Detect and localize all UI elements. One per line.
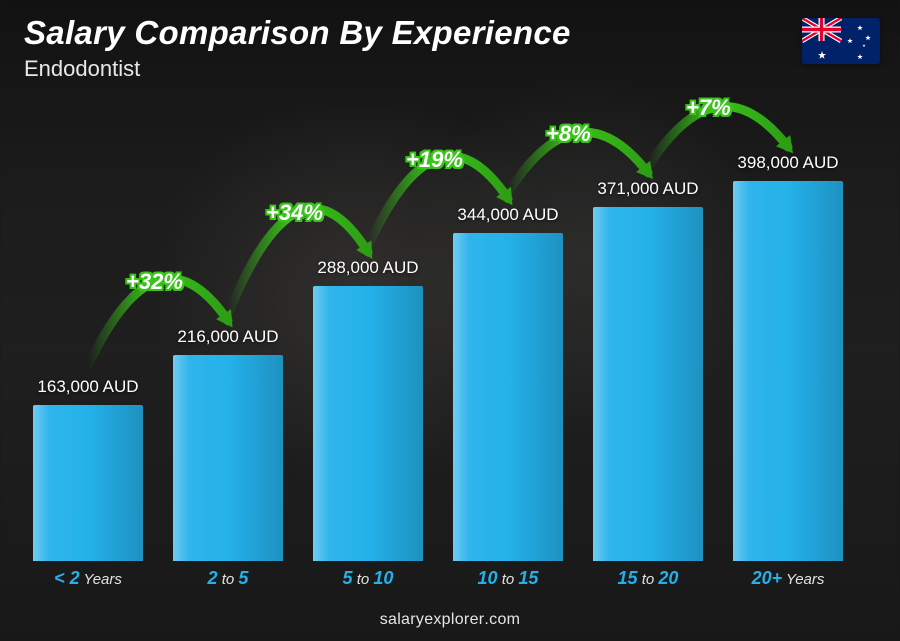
brand-suffix: explorer bbox=[424, 611, 484, 628]
increase-pct-label: +7% bbox=[686, 95, 731, 121]
flag-australia bbox=[802, 18, 880, 64]
increase-arc: +7% bbox=[18, 69, 858, 589]
flag-icon bbox=[802, 18, 880, 64]
brand-domain: .com bbox=[484, 611, 520, 628]
salary-bar-chart: 163,000 AUD< 2 Years216,000 AUD2 to 5288… bbox=[18, 69, 858, 589]
page-title: Salary Comparison By Experience bbox=[24, 14, 571, 52]
infographic-container: Salary Comparison By Experience Endodont… bbox=[0, 0, 900, 641]
footer-brand: salaryexplorer.com bbox=[0, 611, 900, 629]
arc-svg bbox=[18, 69, 858, 589]
brand-prefix: salary bbox=[380, 611, 424, 628]
